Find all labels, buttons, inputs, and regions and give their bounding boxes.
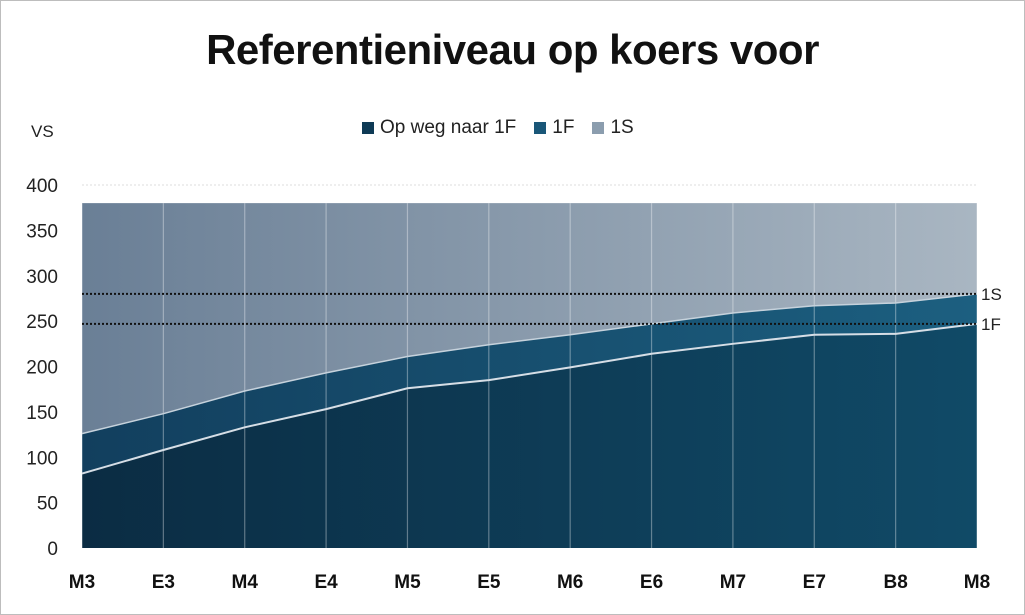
- y-tick-label: 0: [47, 539, 58, 560]
- legend-item-1f: 1F: [534, 117, 574, 139]
- legend-label: 1F: [552, 117, 575, 138]
- area-1s: [82, 203, 977, 434]
- legend-item-op-weg-naar-1f: Op weg naar 1F: [362, 117, 516, 139]
- legend-label: 1S: [610, 117, 634, 138]
- x-tick-label: M8: [964, 572, 990, 593]
- legend-swatch: [534, 122, 547, 134]
- x-tick-label: E5: [477, 572, 501, 593]
- y-tick-label: 400: [26, 176, 58, 197]
- y-tick-label: 350: [26, 221, 58, 242]
- y-tick-label: 300: [26, 267, 58, 288]
- x-tick-label: M7: [720, 572, 746, 593]
- x-tick-label: E7: [803, 572, 826, 593]
- x-tick-label: M4: [232, 572, 259, 593]
- x-tick-label: M5: [394, 572, 421, 593]
- reference-label-1s: 1S: [981, 285, 1002, 304]
- legend-swatch: [362, 122, 374, 134]
- area-1f: [82, 293, 977, 474]
- legend-swatch: [592, 122, 605, 134]
- x-tick-label: E4: [314, 572, 338, 593]
- x-tick-label: E6: [640, 572, 663, 593]
- y-tick-label: 150: [26, 403, 58, 424]
- x-tick-label: M3: [69, 572, 95, 593]
- area-op-weg-naar-1f: [82, 323, 977, 548]
- x-tick-label: M6: [557, 572, 583, 593]
- series-line-op-weg-naar-1f: [81, 322, 978, 475]
- x-tick-label: E3: [152, 572, 175, 593]
- y-tick-label: 50: [37, 494, 58, 515]
- y-tick-label: 200: [26, 358, 58, 379]
- y-tick-label: 100: [26, 448, 58, 469]
- series-line-1f: [81, 293, 978, 435]
- reference-label-1f: 1F: [981, 315, 1001, 334]
- x-tick-label: B8: [883, 572, 907, 593]
- legend-item-1s: 1S: [592, 117, 634, 139]
- y-tick-label: 250: [26, 312, 58, 333]
- legend-label: Op weg naar 1F: [380, 117, 517, 138]
- y-axis-label: VS: [31, 122, 54, 141]
- chart-title: Referentieniveau op koers voor: [206, 26, 819, 73]
- legend: Op weg naar 1F 1F 1S: [362, 117, 634, 139]
